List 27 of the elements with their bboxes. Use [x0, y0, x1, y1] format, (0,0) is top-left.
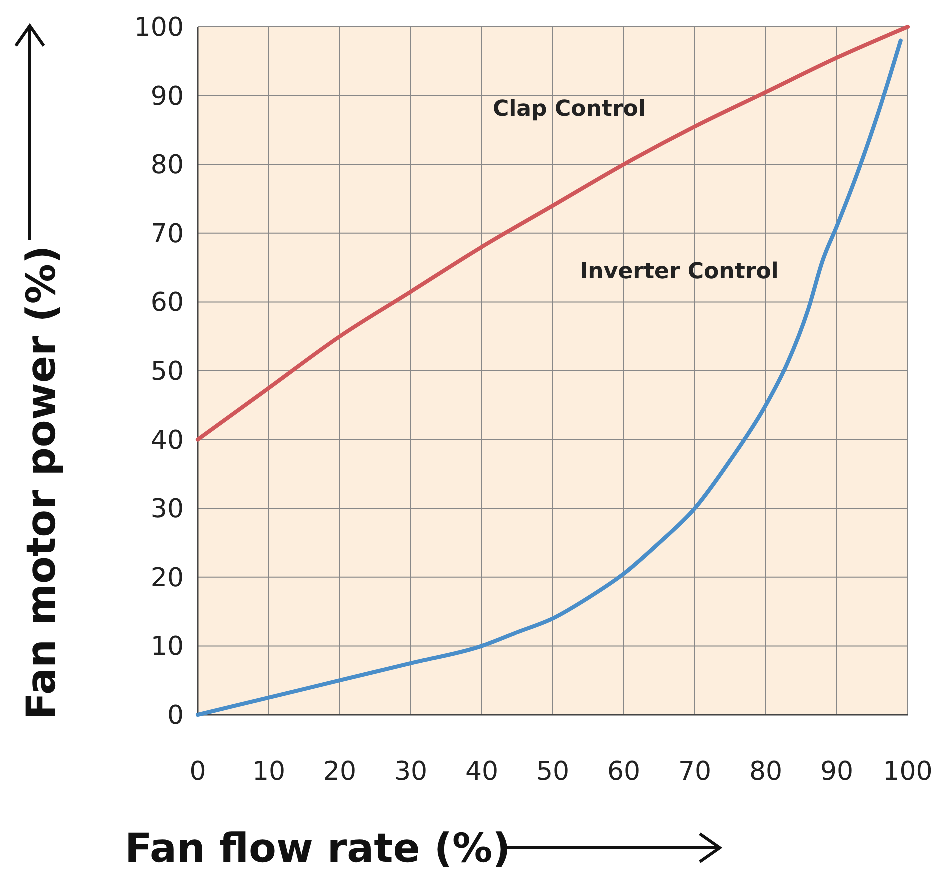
x-tick-label: 60 — [607, 757, 641, 787]
x-tick-label: 20 — [323, 757, 357, 787]
y-tick-label: 0 — [167, 701, 184, 731]
x-tick-label: 70 — [678, 757, 712, 787]
y-tick-label: 30 — [150, 494, 184, 525]
y-tick-label: 100 — [134, 13, 184, 43]
x-tick-label: 100 — [883, 757, 933, 787]
y-tick-label: 50 — [150, 357, 184, 387]
x-tick-label: 50 — [536, 757, 570, 787]
y-tick-label: 10 — [150, 632, 184, 662]
x-tick-label: 90 — [820, 757, 854, 787]
y-tick-label: 90 — [150, 82, 184, 112]
x-tick-label: 10 — [252, 757, 286, 787]
x-tick-label: 30 — [394, 757, 428, 787]
y-tick-label: 80 — [150, 150, 184, 181]
y-tick-label: 20 — [150, 563, 184, 594]
series-label: Clap Control — [493, 96, 646, 122]
x-tick-label: 40 — [465, 757, 499, 787]
line-series — [196, 38, 903, 717]
series-label: Inverter Control — [580, 260, 779, 285]
x-tick-label: 80 — [749, 757, 783, 787]
x-tick-label: 0 — [190, 757, 206, 787]
x-axis-title: Fan flow rate (%) — [125, 826, 511, 871]
y-tick-label: 40 — [150, 426, 184, 456]
y-tick-label: 70 — [150, 219, 184, 250]
y-axis-title: Fan motor power (%) — [19, 246, 65, 720]
y-tick-label: 60 — [150, 288, 184, 318]
